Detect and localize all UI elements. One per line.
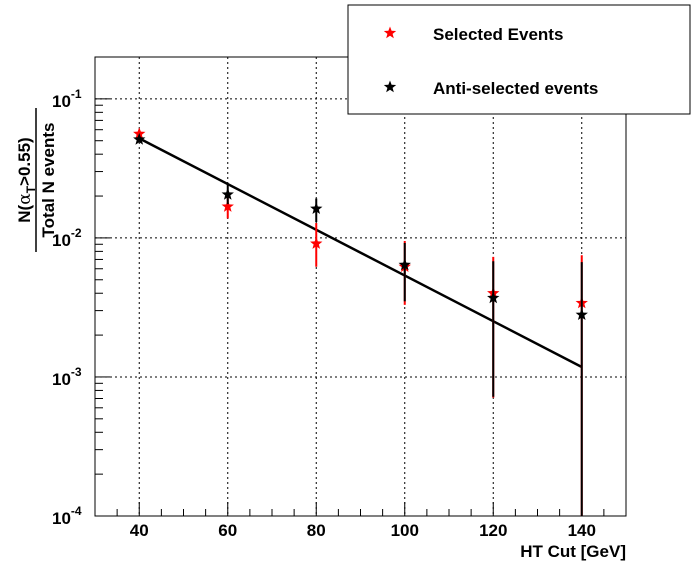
x-axis-title: HT Cut [GeV] xyxy=(520,542,626,561)
y-tick-label: 10-3 xyxy=(52,365,82,389)
axis-ticks xyxy=(94,56,627,517)
legend-marker-icon xyxy=(383,26,397,39)
legend-marker-selected xyxy=(383,26,397,39)
y-tick-label: 10-2 xyxy=(52,226,82,250)
data-point xyxy=(221,183,234,205)
x-tick-label: 40 xyxy=(130,521,149,540)
x-tick-label: 80 xyxy=(307,521,326,540)
point-marker xyxy=(398,258,411,271)
x-tick-labels: 40 60 80 100 120 140 xyxy=(130,521,596,540)
point-marker xyxy=(133,133,146,145)
point-marker xyxy=(487,291,500,304)
point-marker xyxy=(221,200,234,212)
fit-line-group xyxy=(138,137,583,369)
y-alpha-symbol: α xyxy=(15,193,35,205)
y-tick-label: 10-1 xyxy=(52,87,82,111)
y-subscript: T xyxy=(24,185,38,193)
data-points-group xyxy=(133,127,588,516)
y-axis-numerator: N(αT>0.55) xyxy=(15,137,38,222)
y-axis-denominator: Total N events xyxy=(39,123,58,238)
x-tick-label: 140 xyxy=(568,521,596,540)
legend-marker-icon xyxy=(383,80,397,93)
data-point xyxy=(398,242,411,302)
legend-box xyxy=(347,4,691,115)
point-marker xyxy=(575,308,588,321)
legend-marker-anti-selected xyxy=(383,80,397,93)
data-point xyxy=(310,198,323,223)
grid-lines xyxy=(95,57,626,516)
y-tick-labels: 10-1 10-2 10-3 10-4 xyxy=(52,87,82,528)
plot-frame xyxy=(94,56,627,517)
x-tick-label: 100 xyxy=(391,521,419,540)
data-point xyxy=(487,261,500,397)
x-tick-label: 120 xyxy=(479,521,507,540)
point-marker xyxy=(310,202,323,215)
data-point xyxy=(575,262,588,516)
legend-label-anti-selected: Anti-selected events xyxy=(433,79,598,98)
y-numerator-suffix: >0.55) xyxy=(15,137,34,186)
y-tick-label: 10-4 xyxy=(52,504,82,528)
x-tick-label: 60 xyxy=(218,521,237,540)
data-point xyxy=(133,133,146,145)
y-axis-title: N(αT>0.55) Total N events xyxy=(15,108,58,252)
legend: Selected Events Anti-selected events xyxy=(347,4,691,115)
point-marker xyxy=(221,188,234,200)
fit-line xyxy=(138,137,583,369)
data-point xyxy=(310,222,323,267)
y-numerator-prefix: N( xyxy=(15,204,34,222)
legend-label-selected: Selected Events xyxy=(433,25,563,44)
point-marker xyxy=(310,237,323,249)
